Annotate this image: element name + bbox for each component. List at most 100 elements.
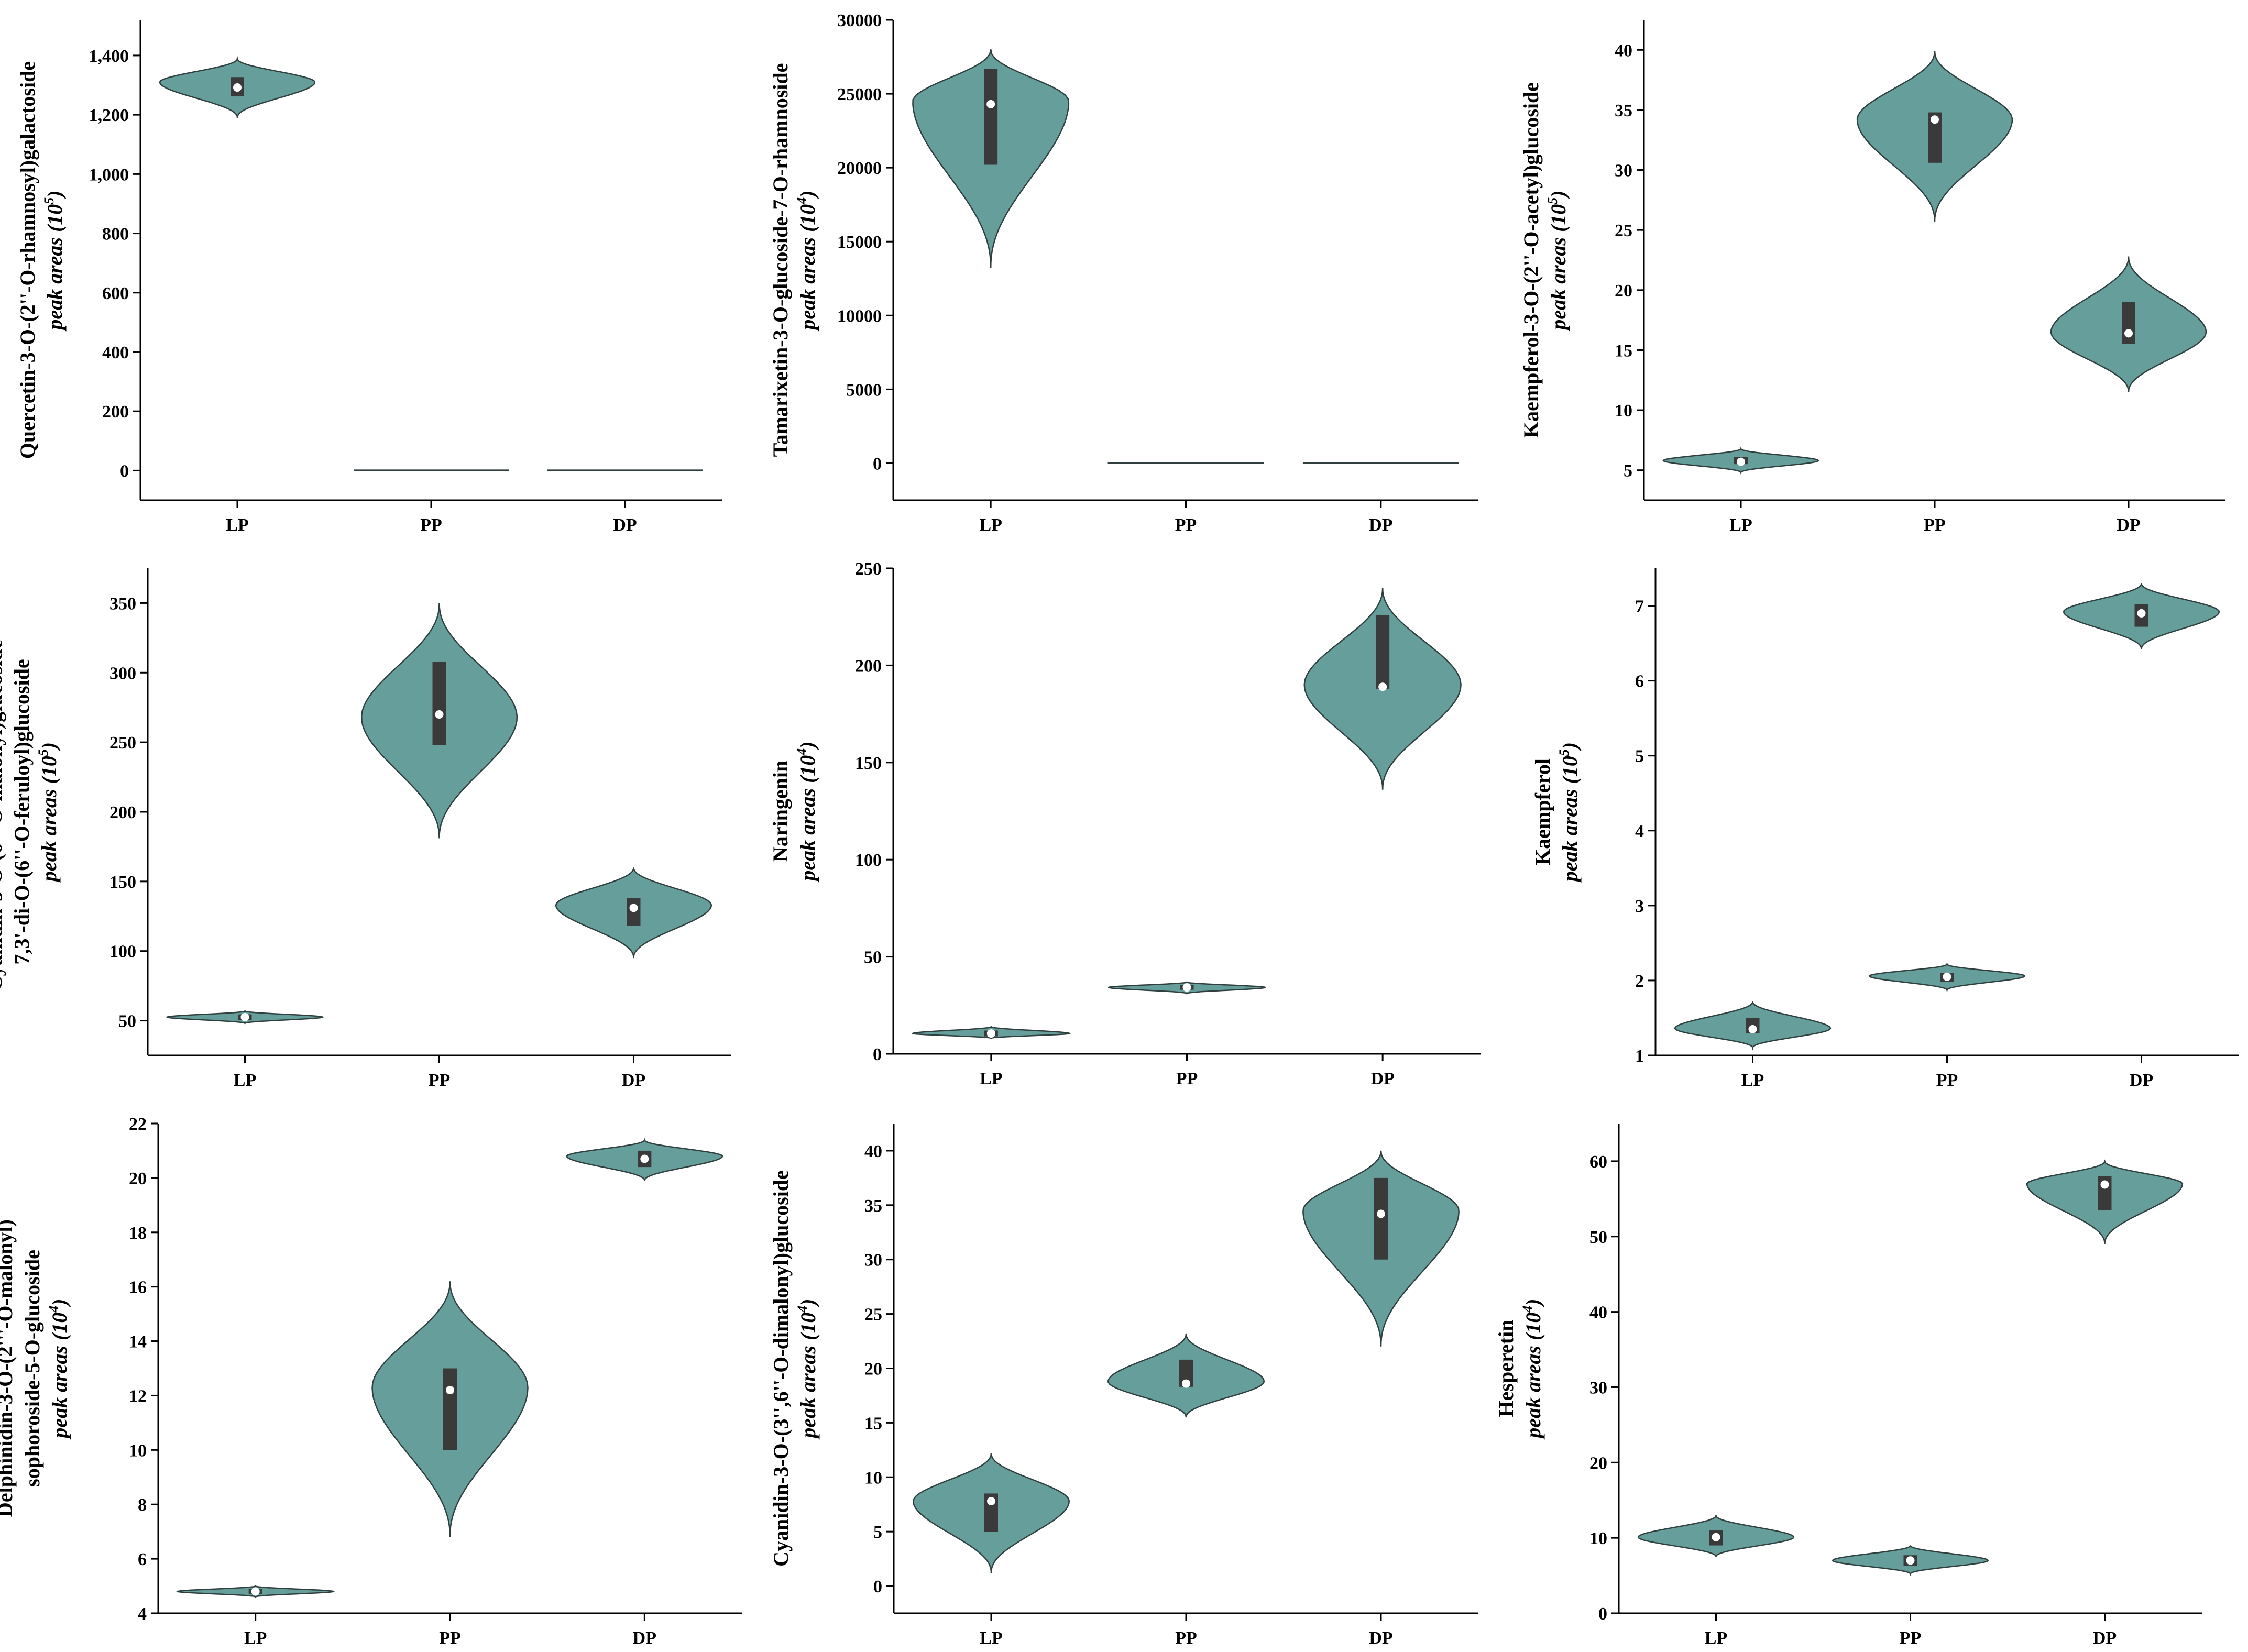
- y-tick-label: 1,200: [89, 106, 129, 125]
- iqr-box-dp: [2122, 302, 2135, 344]
- median-dot-lp: [987, 1496, 995, 1505]
- median-dot-lp: [1712, 1533, 1720, 1541]
- y-tick-label: 600: [102, 284, 129, 303]
- x-tick-label-lp: LP: [226, 515, 248, 535]
- y-tick-label: 150: [109, 873, 136, 892]
- y-tick-label: 15: [1615, 341, 1632, 360]
- y-tick-label: 60: [1589, 1152, 1607, 1172]
- median-dot-lp: [233, 83, 242, 92]
- y-tick-label: 4: [138, 1604, 147, 1624]
- y-tick-label: 10: [1589, 1529, 1607, 1548]
- y-tick-label: 4: [1635, 822, 1644, 841]
- median-dot-dp: [629, 904, 638, 912]
- y-tick-label: 0: [120, 461, 129, 481]
- y-tick-label: 30: [864, 1251, 882, 1270]
- y-tick-label: 250: [109, 733, 136, 753]
- y-tick-label: 30000: [837, 11, 882, 30]
- y-axis-units: peak areas (105): [1556, 742, 1582, 883]
- x-tick-label-pp: PP: [439, 1628, 461, 1648]
- median-dot-dp: [1378, 682, 1387, 691]
- x-tick-label-pp: PP: [420, 515, 442, 535]
- x-tick-label-dp: DP: [1369, 515, 1392, 535]
- median-dot-pp: [435, 710, 444, 719]
- y-tick-label: 5000: [846, 380, 882, 400]
- x-tick-label-pp: PP: [1176, 1069, 1198, 1088]
- y-axis-title: Delphinidin-3-O-(2'''-O-malonyl): [0, 1219, 17, 1517]
- x-tick-label-lp: LP: [234, 1071, 256, 1090]
- y-tick-label: 6: [1635, 672, 1644, 691]
- y-tick-label: 30: [1589, 1378, 1607, 1397]
- y-tick-label: 10: [864, 1468, 882, 1488]
- y-tick-label: 800: [102, 225, 129, 244]
- x-tick-label-dp: DP: [613, 515, 637, 535]
- y-tick-label: 50: [118, 1012, 136, 1031]
- x-tick-label-dp: DP: [1369, 1628, 1392, 1648]
- y-tick-label: 20: [129, 1169, 147, 1188]
- violin-panel-4: 50 100 150 200 250 300 350 LP PP DP Cyanidin-3-O-(…: [0, 568, 731, 1090]
- y-tick-label: 20: [1589, 1453, 1607, 1473]
- y-axis-title: Hesperetin: [1494, 1320, 1518, 1417]
- y-tick-label: 8: [138, 1495, 147, 1515]
- x-tick-label-lp: LP: [979, 515, 1002, 535]
- y-tick-label: 0: [873, 1045, 882, 1064]
- y-axis-title: Cyanidin-3-O-(6''-O-malonyl)glucoside-: [0, 633, 6, 991]
- x-tick-label-lp: LP: [1729, 515, 1752, 535]
- y-tick-label: 350: [109, 594, 136, 613]
- y-axis-title: Naringenin: [769, 761, 792, 862]
- x-tick-label-dp: DP: [2130, 1071, 2153, 1090]
- median-dot-lp: [986, 100, 995, 108]
- violin-panel-1: 0 200 400 600 800 1,000 1,200 1,400 LP PP DP Querce…: [16, 20, 722, 535]
- y-tick-label: 20000: [837, 159, 882, 178]
- violin-panel-2: 0 5000 10000 15000 20000 25000 30000 LP PP DP Tama…: [769, 11, 1478, 535]
- y-tick-label: 15000: [837, 233, 882, 252]
- median-dot-lp: [240, 1012, 249, 1021]
- violin-panel-8: 0 5 10 15 20 25 30 35 40 LP PP DP Cyanidin-3-O-(3'',…: [769, 1124, 1478, 1648]
- x-tick-label-pp: PP: [1175, 515, 1197, 535]
- y-tick-label: 5: [1635, 747, 1644, 766]
- y-tick-label: 16: [129, 1278, 147, 1297]
- y-tick-label: 30: [1615, 161, 1632, 181]
- x-tick-label-pp: PP: [1900, 1628, 1922, 1648]
- y-axis-units: peak areas (104): [794, 190, 819, 331]
- y-axis-title: Quercetin-3-O-(2''-O-rhamnosyl)galactosi…: [16, 61, 39, 459]
- iqr-box-lp: [984, 69, 998, 165]
- x-tick-label-dp: DP: [622, 1071, 645, 1090]
- x-tick-label-lp: LP: [980, 1069, 1002, 1088]
- y-tick-label: 35: [1615, 101, 1632, 120]
- y-tick-label: 20: [1615, 281, 1632, 301]
- y-axis-title: Kaempferol-3-O-(2''-O-acetyl)glucoside: [1519, 82, 1543, 438]
- median-dot-pp: [1182, 983, 1191, 992]
- x-tick-label-pp: PP: [1924, 515, 1946, 535]
- x-tick-label-pp: PP: [429, 1071, 451, 1090]
- x-tick-label-lp: LP: [1705, 1628, 1727, 1648]
- x-tick-label-dp: DP: [2093, 1628, 2117, 1648]
- x-tick-label-pp: PP: [1936, 1071, 1958, 1090]
- x-tick-label-pp: PP: [1175, 1628, 1197, 1648]
- y-tick-label: 5: [1624, 461, 1632, 481]
- y-axis-units: peak areas (105): [36, 742, 61, 883]
- y-tick-label: 25: [1615, 221, 1632, 240]
- violin-panel-5: 0 50 100 150 200 250 LP PP DP Naringenin peak area…: [769, 559, 1481, 1088]
- y-axis-units: peak areas (104): [795, 1298, 820, 1439]
- y-tick-label: 40: [864, 1142, 882, 1161]
- y-tick-label: 25000: [837, 85, 882, 104]
- y-tick-label: 0: [873, 454, 882, 473]
- y-axis-title: Tamarixetin-3-O-glucoside-7-O-rhamnoside: [769, 63, 792, 457]
- y-tick-label: 22: [129, 1115, 147, 1134]
- y-tick-label: 200: [109, 803, 136, 822]
- y-tick-label: 200: [855, 656, 882, 676]
- median-dot-dp: [2100, 1180, 2109, 1189]
- median-dot-lp: [251, 1587, 260, 1596]
- y-axis-units: peak areas (105): [1545, 190, 1570, 331]
- y-tick-label: 25: [864, 1305, 882, 1325]
- iqr-box-dp: [1374, 1177, 1388, 1260]
- y-tick-label: 10: [1615, 401, 1632, 421]
- y-tick-label: 50: [1589, 1228, 1607, 1247]
- y-tick-label: 3: [1635, 897, 1644, 916]
- y-tick-label: 250: [855, 559, 882, 579]
- y-tick-label: 7: [1635, 597, 1644, 616]
- y-axis-title: Cyanidin-3-O-(3'',6''-O-dimalonyl)glucos…: [769, 1170, 793, 1567]
- x-tick-label-dp: DP: [2117, 515, 2140, 535]
- y-tick-label: 300: [109, 664, 136, 683]
- y-axis-title: Kaempferol: [1531, 758, 1554, 865]
